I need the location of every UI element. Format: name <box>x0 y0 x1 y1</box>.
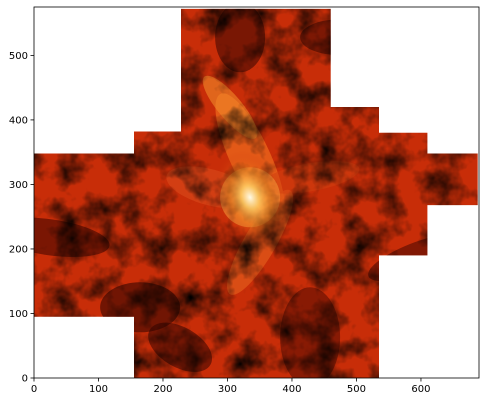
y-tick-label: 300 <box>9 180 28 191</box>
x-tick-label: 200 <box>153 384 172 395</box>
y-tick-label: 200 <box>9 244 28 255</box>
plot-area <box>33 6 480 379</box>
x-tick-label: 300 <box>218 384 237 395</box>
y-axis: 0 100 200 300 400 500 <box>9 51 34 385</box>
x-tick-label: 0 <box>31 384 37 395</box>
y-tick-label: 100 <box>9 309 28 320</box>
x-tick-label: 500 <box>347 384 366 395</box>
axes-frame <box>33 6 480 379</box>
x-axis: 0 100 200 300 400 500 600 <box>31 378 431 395</box>
y-tick-label: 500 <box>9 51 28 62</box>
x-tick-label: 400 <box>282 384 301 395</box>
bright-core <box>214 150 286 244</box>
x-tick-label: 600 <box>411 384 430 395</box>
x-tick-label: 100 <box>89 384 108 395</box>
y-tick-label: 400 <box>9 115 28 126</box>
heatmap-image <box>34 8 478 379</box>
y-tick-label: 0 <box>22 374 28 385</box>
